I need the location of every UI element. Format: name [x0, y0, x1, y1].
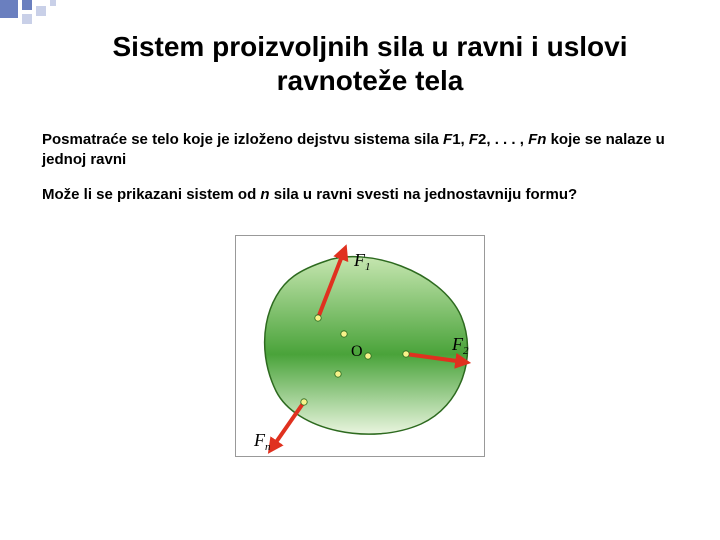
paragraph-1: Posmatraće se telo koje je izloženo dejs… — [42, 130, 678, 171]
title-line-2: ravnoteže tela — [277, 65, 464, 96]
paragraph-2: Može li se prikazani sistem od n sila u … — [42, 185, 678, 205]
title-line-1: Sistem proizvoljnih sila u ravni i uslov… — [112, 31, 627, 62]
slide-title: Sistem proizvoljnih sila u ravni i uslov… — [60, 30, 680, 97]
forces-diagram: OF1F2Fn — [235, 235, 485, 457]
slide-body: Posmatraće se telo koje je izloženo dejs… — [42, 130, 678, 219]
svg-text:F1: F1 — [353, 250, 371, 273]
svg-text:O: O — [351, 343, 363, 360]
svg-text:Fn: Fn — [253, 430, 271, 453]
